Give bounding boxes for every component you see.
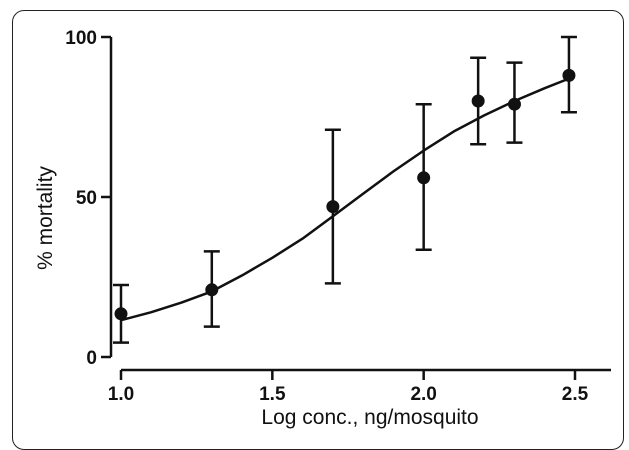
y-tick-label: 100 <box>65 28 97 49</box>
x-tick-label: 1.5 <box>259 384 286 405</box>
fit-curve-layer <box>120 77 570 322</box>
axes <box>101 35 611 380</box>
scatter-chart: 0 50 100 1.0 1.5 2.0 2.5 Log conc., ng/mosquit… <box>34 28 611 429</box>
x-tick-label: 1.0 <box>108 384 134 405</box>
data-point <box>326 200 340 214</box>
y-tick-label: 50 <box>76 188 97 209</box>
y-tick-label: 0 <box>86 348 97 369</box>
data-point <box>205 283 219 297</box>
data-point <box>562 68 576 82</box>
y-axis-label: % mortality <box>34 166 57 270</box>
x-tick-label: 2.5 <box>562 384 589 405</box>
fit-curve <box>120 77 570 322</box>
error-bars-layer <box>113 35 577 344</box>
x-tick-label: 2.0 <box>410 384 436 405</box>
tick-labels-layer: 0 50 100 1.0 1.5 2.0 2.5 <box>65 28 588 405</box>
chart-frame <box>12 10 624 450</box>
data-point <box>114 307 128 321</box>
data-point <box>417 171 431 185</box>
x-axis-label: Log conc., ng/mosquito <box>261 406 478 429</box>
data-point <box>507 97 521 111</box>
points-layer <box>114 68 576 321</box>
data-point <box>471 94 485 108</box>
